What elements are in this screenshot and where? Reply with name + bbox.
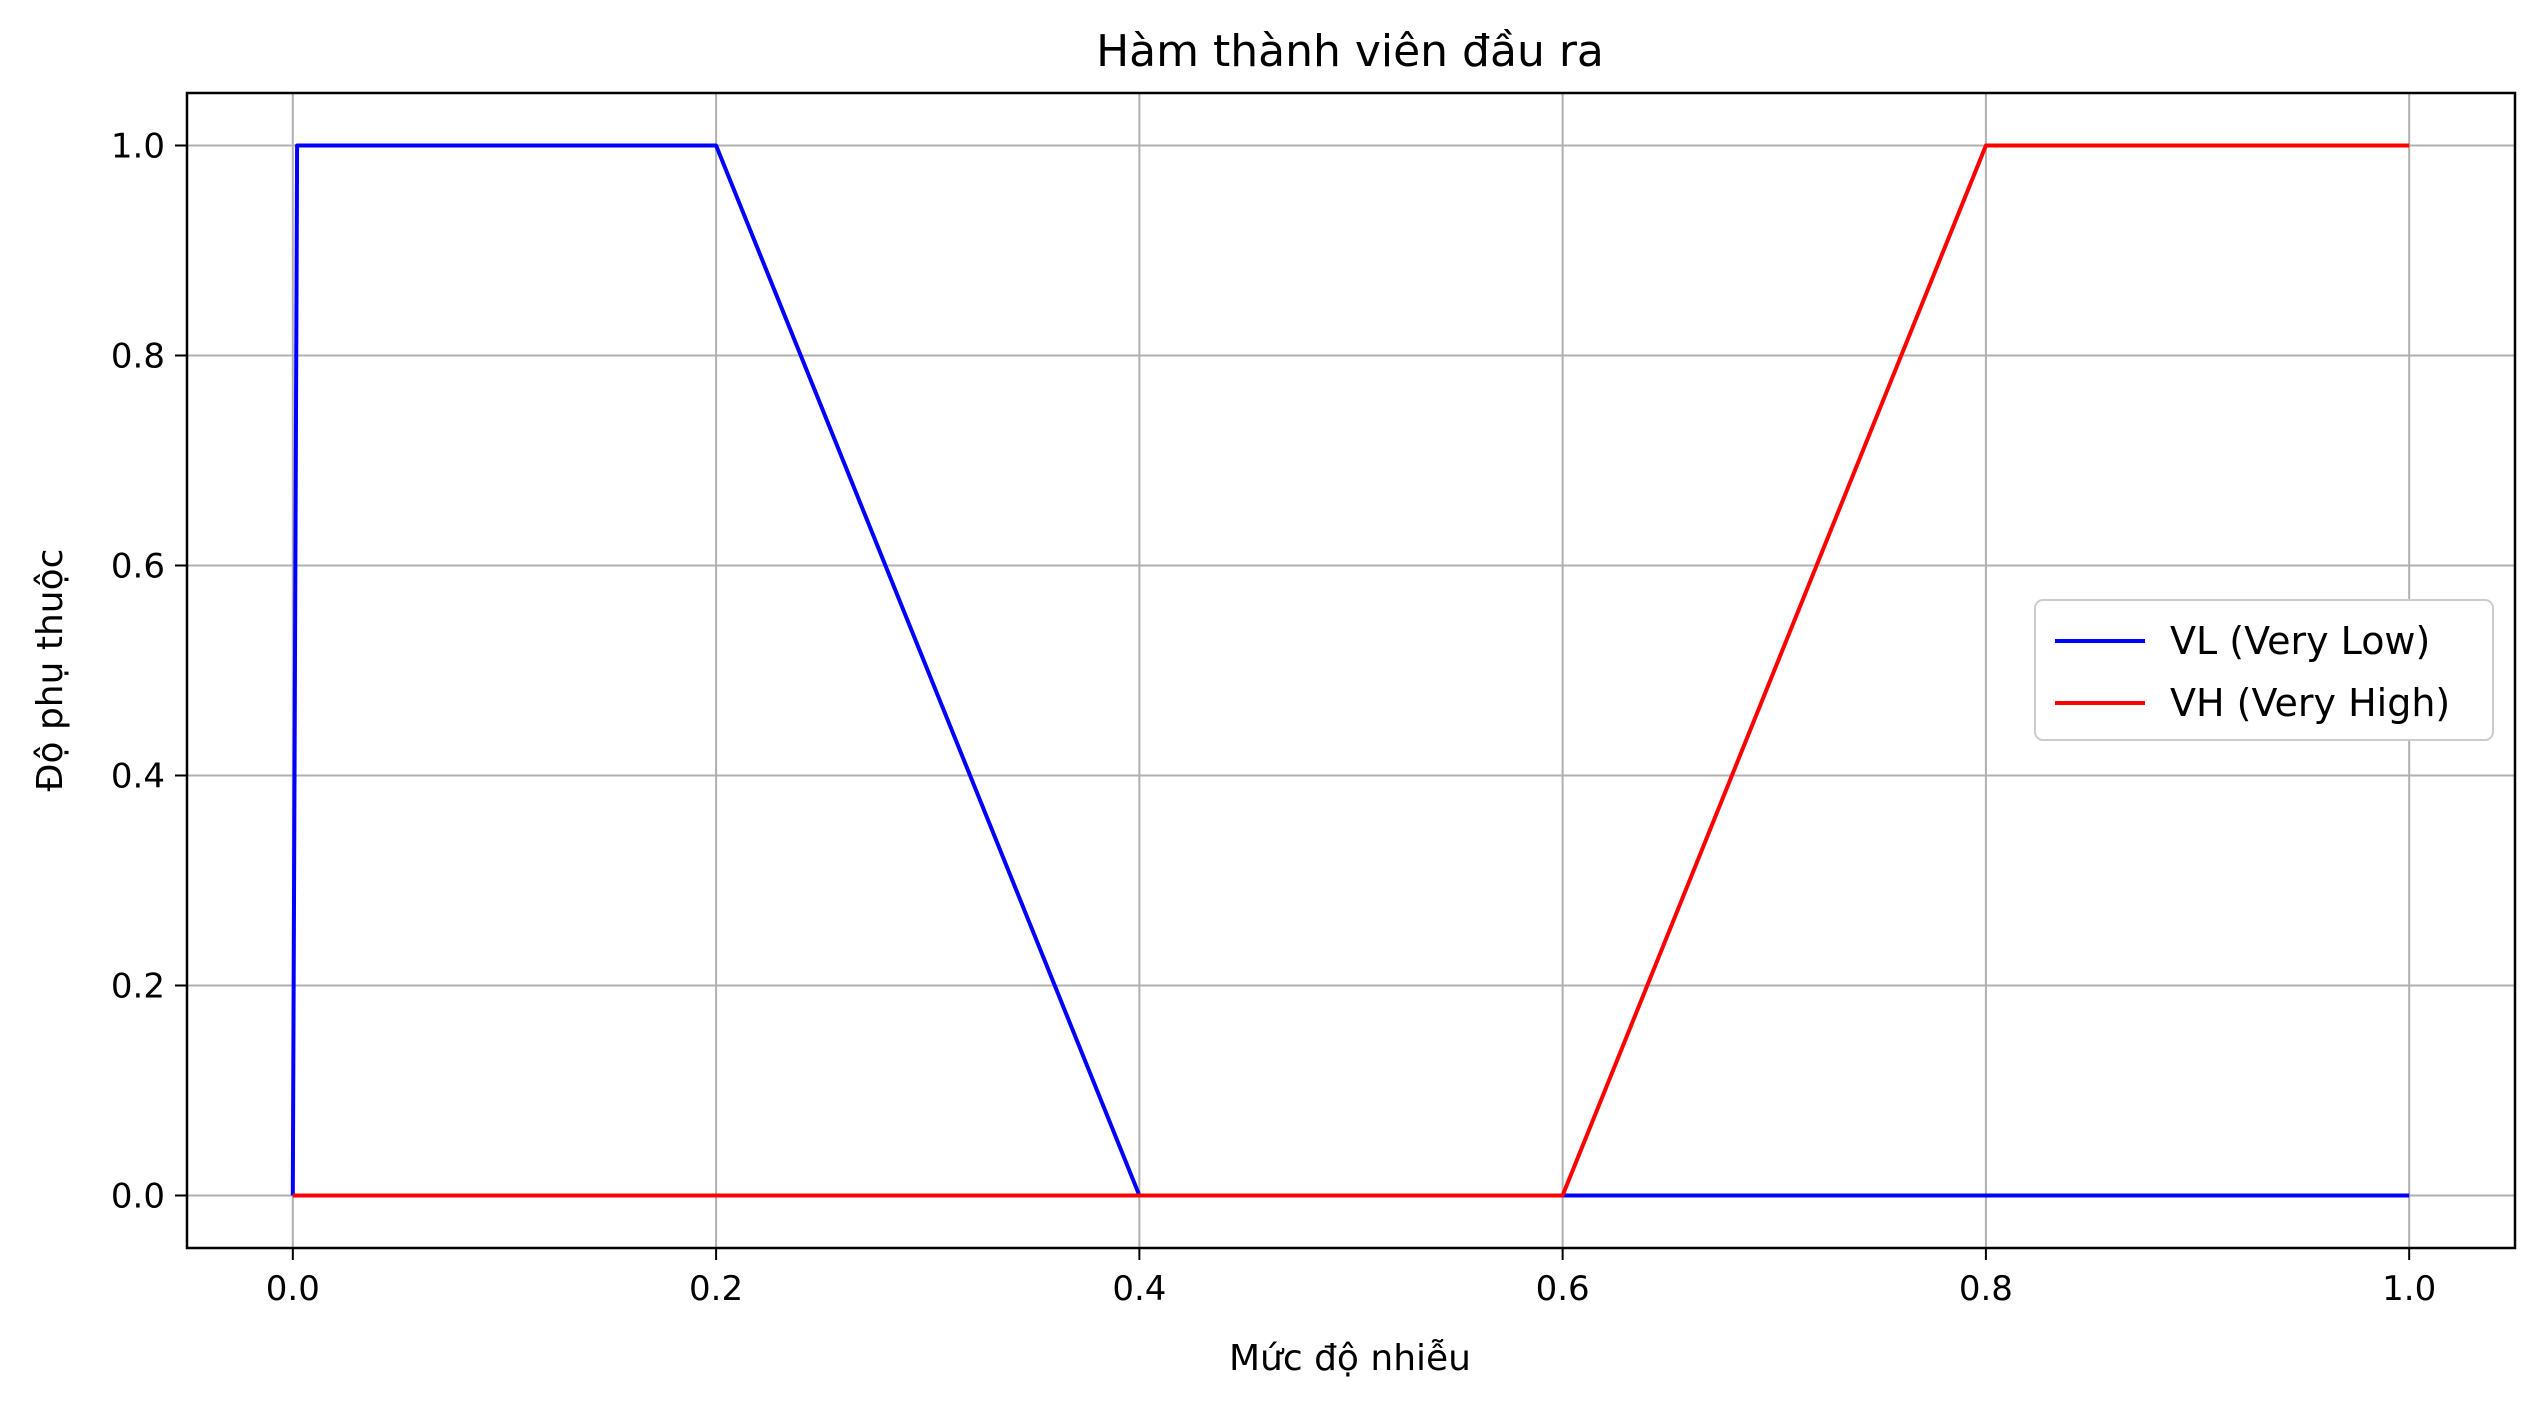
x-tick-label: 0.6 — [1536, 1269, 1590, 1309]
x-axis: 0.0 0.2 0.4 0.6 0.8 1.0 — [266, 1248, 2436, 1309]
legend: VL (Very Low) VH (Very High) — [2034, 599, 2494, 741]
y-tick-label: 0.4 — [111, 757, 165, 797]
x-tick-label: 0.8 — [1959, 1269, 2013, 1309]
y-axis-label: Độ phụ thuộc — [30, 549, 71, 792]
chart-title: Hàm thành viên đầu ra — [1096, 26, 1604, 77]
series-line-2 — [292, 143, 2410, 1198]
x-tick-label: 0.0 — [266, 1269, 320, 1309]
series-line-1 — [290, 143, 2410, 1198]
y-axis: 0.0 0.2 0.4 0.6 0.8 1.0 — [111, 127, 187, 1217]
legend-box — [2034, 599, 2494, 741]
y-tick-label: 0.8 — [111, 337, 165, 377]
y-tick-label: 1.0 — [111, 127, 165, 167]
series-layer — [290, 143, 2410, 1198]
y-tick-label: 0.0 — [111, 1177, 165, 1217]
y-tick-label: 0.2 — [111, 967, 165, 1007]
legend-label-2: VH (Very High) — [2170, 681, 2450, 725]
plot-frame — [185, 91, 2517, 1250]
x-tick-label: 0.4 — [1112, 1269, 1166, 1309]
x-tick-label: 0.2 — [689, 1269, 743, 1309]
y-tick-label: 0.6 — [111, 547, 165, 587]
x-axis-label: Mức độ nhiễu — [1229, 1338, 1471, 1379]
x-tick-label: 1.0 — [2382, 1269, 2436, 1309]
legend-label-1: VL (Very Low) — [2170, 619, 2430, 663]
